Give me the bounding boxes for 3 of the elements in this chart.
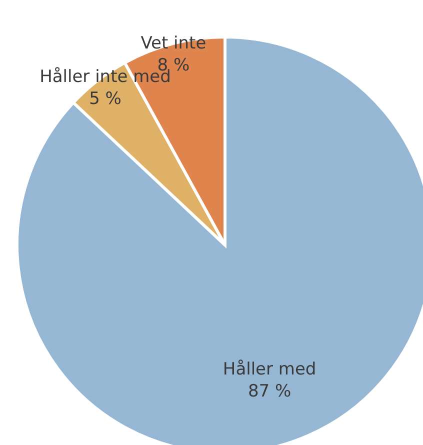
slice-label: Håller med <box>222 360 316 380</box>
data-label: 87 % <box>248 382 292 402</box>
data-label: 5 % <box>89 89 122 110</box>
